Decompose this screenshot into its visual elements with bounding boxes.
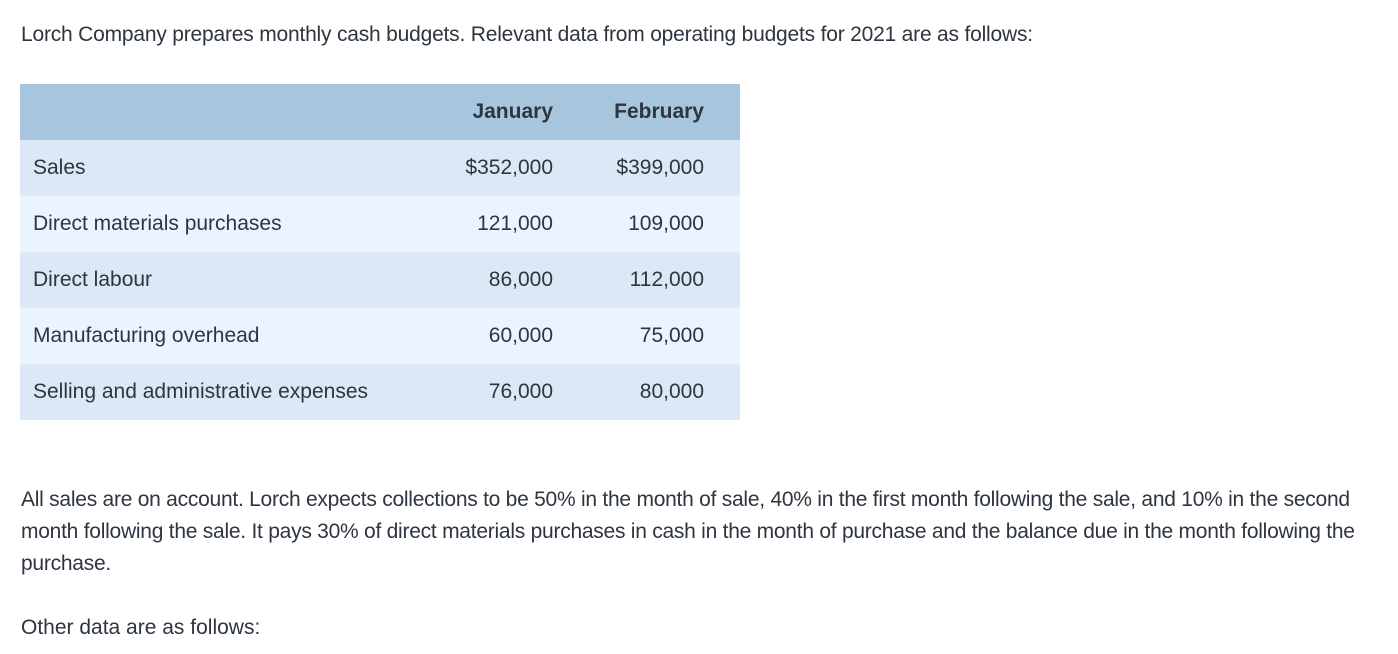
row-label: Sales: [33, 156, 86, 179]
january-value: 60,000: [488, 324, 553, 347]
intro-text: Lorch Company prepares monthly cash budg…: [21, 23, 1033, 46]
february-value: 80,000: [639, 380, 704, 403]
other-data-label: Other data are as follows:: [21, 616, 261, 639]
header-label: [20, 84, 433, 140]
collections-paragraph: All sales are on account. Lorch expects …: [21, 488, 1355, 575]
february-value: 109,000: [628, 212, 704, 235]
row-label: Direct materials purchases: [33, 212, 282, 235]
february-value: 75,000: [639, 324, 704, 347]
table-row: Direct labour 86,000 112,000: [20, 252, 740, 308]
table-row: Sales $352,000 $399,000: [20, 140, 740, 196]
january-value: 76,000: [488, 380, 553, 403]
table-row: Manufacturing overhead 60,000 75,000: [20, 308, 740, 364]
january-value: 86,000: [488, 268, 553, 291]
table-row: Selling and administrative expenses 76,0…: [20, 364, 740, 420]
header-february: February: [614, 100, 704, 123]
january-value: $352,000: [465, 156, 553, 179]
february-value: $399,000: [616, 156, 704, 179]
operating-budget-table: January February Sales $352,000 $399,000…: [20, 84, 740, 420]
table-header-row: January February: [20, 84, 740, 140]
february-value: 112,000: [629, 268, 704, 291]
row-label: Selling and administrative expenses: [33, 380, 369, 403]
table-row: Direct materials purchases 121,000 109,0…: [20, 196, 740, 252]
header-january: January: [472, 100, 553, 123]
january-value: 121,000: [477, 212, 553, 235]
row-label: Direct labour: [33, 268, 153, 291]
row-label: Manufacturing overhead: [33, 324, 260, 347]
